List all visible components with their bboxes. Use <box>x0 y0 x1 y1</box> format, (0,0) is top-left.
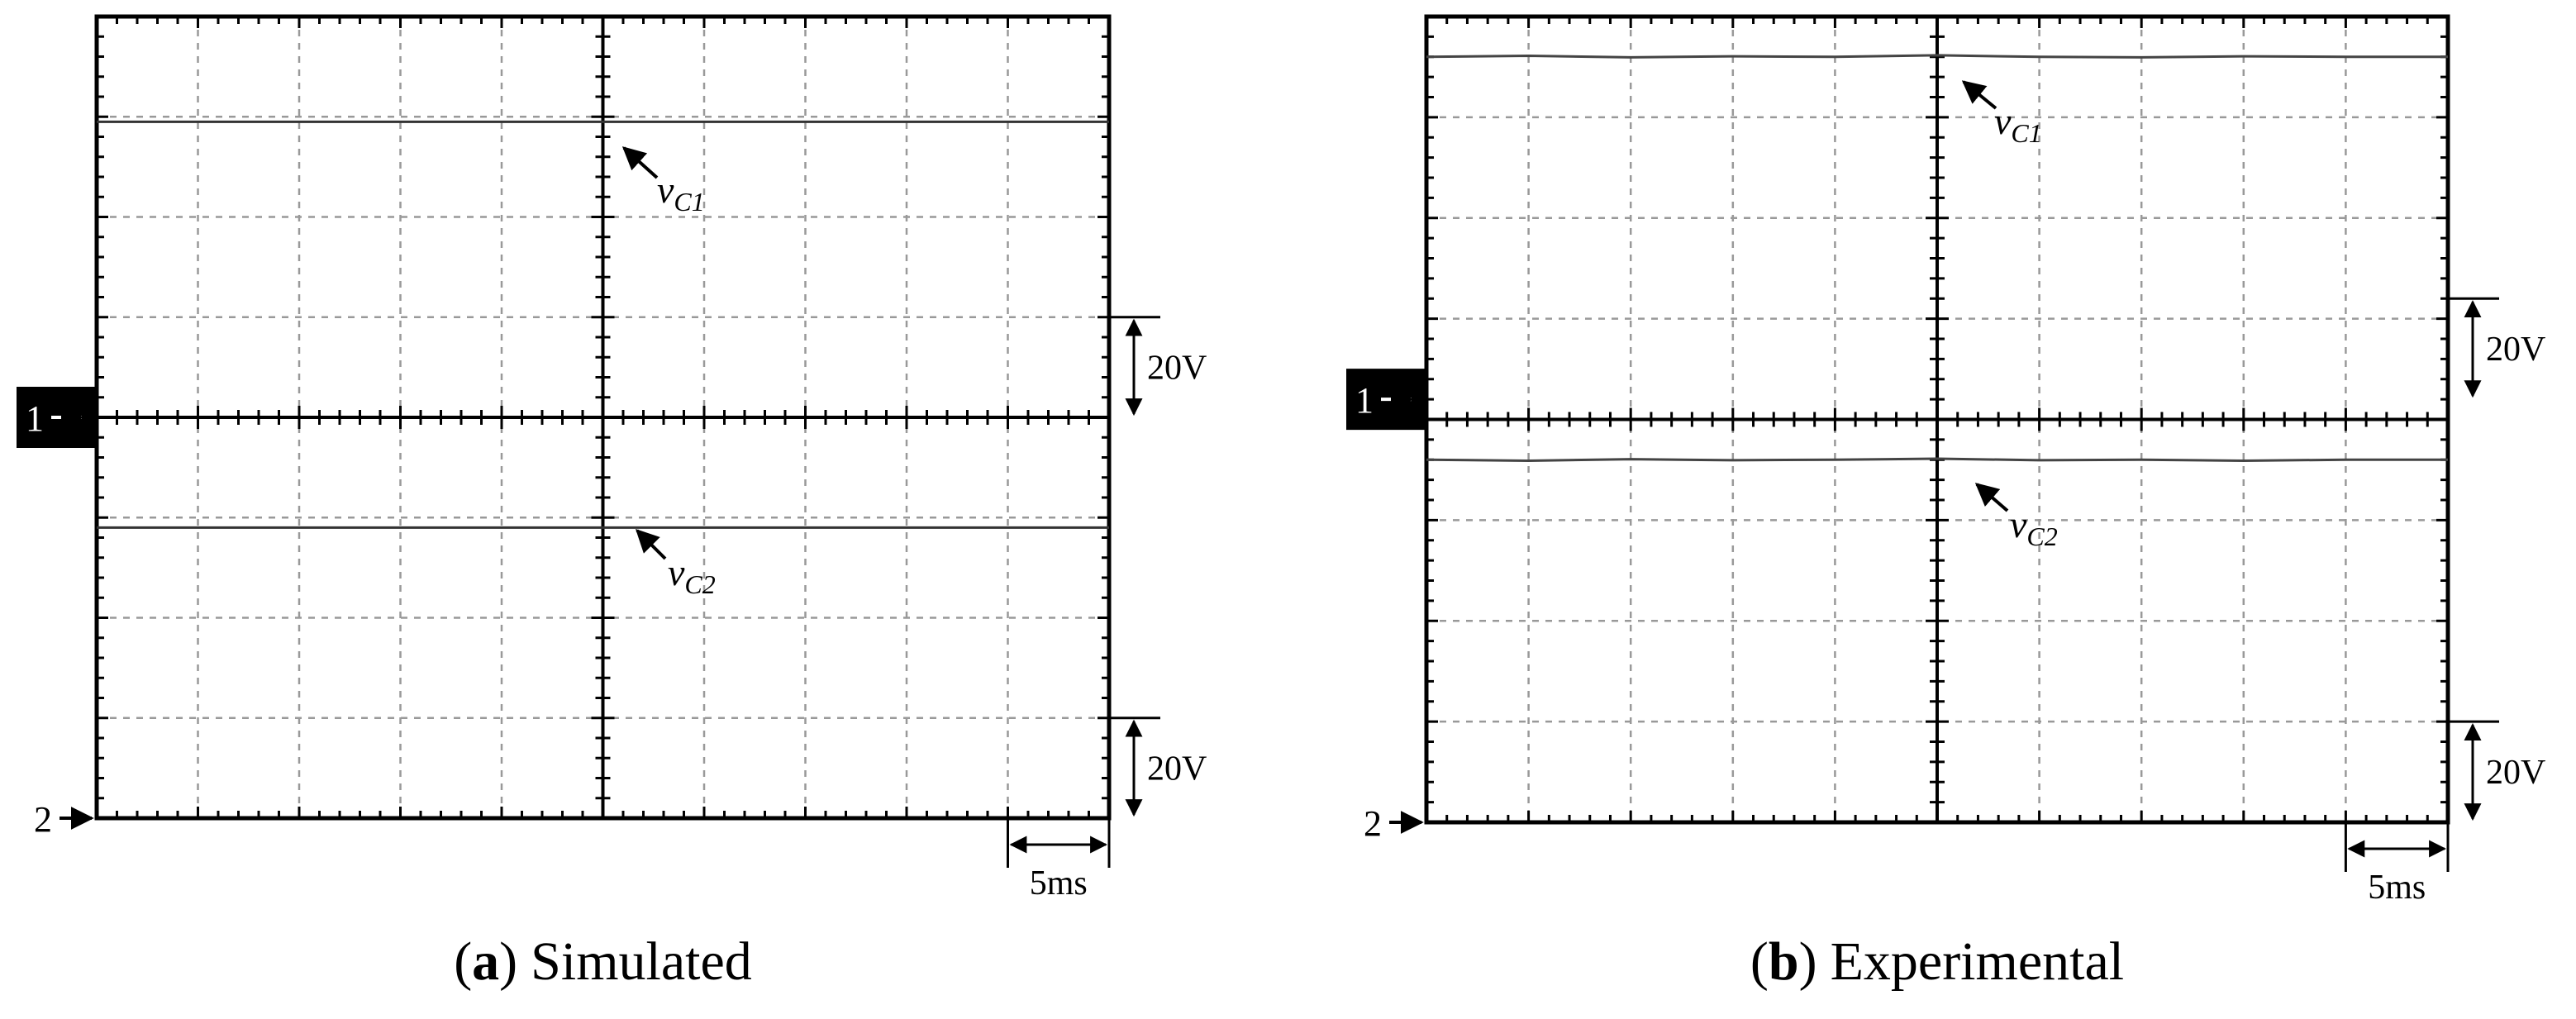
annotation-arrow <box>1961 80 1997 110</box>
plot-frame <box>1424 14 2450 825</box>
scale-label: 5ms <box>1030 864 1088 902</box>
scale-label: 20V <box>2486 331 2545 369</box>
scale-label: 20V <box>1147 349 1207 387</box>
annotation-main: v <box>657 169 674 211</box>
annotation-main: v <box>668 551 685 593</box>
caption-label: b <box>1769 931 1799 992</box>
channel-marker-label: 1 <box>1355 380 1374 421</box>
caption-label: a <box>472 931 499 992</box>
channel-marker-label: 2 <box>1364 803 1382 844</box>
scale-label: 20V <box>1147 750 1207 788</box>
trace <box>1426 54 2448 59</box>
channel-marker-label: 1 <box>26 398 44 439</box>
caption-paren: ) <box>1799 931 1817 992</box>
plot-frame <box>94 14 1112 821</box>
annotation-arrow <box>636 529 667 560</box>
caption: (b) Experimental <box>1750 931 2124 992</box>
scale-label: 20V <box>2486 754 2545 792</box>
annotation-sub: C1 <box>674 187 704 217</box>
annotation: vC2 <box>2010 503 2058 551</box>
caption-paren: ( <box>1750 931 1769 992</box>
annotation-sub: C2 <box>684 569 715 599</box>
caption: (a) Simulated <box>454 931 752 992</box>
annotation-arrow <box>621 146 659 179</box>
scale-label: 5ms <box>2368 869 2426 907</box>
annotation-sub: C2 <box>2026 521 2057 551</box>
annotation-arrow <box>1974 483 2009 512</box>
annotation: vC1 <box>1994 100 2042 148</box>
caption-paren: ) <box>499 931 517 992</box>
annotation-main: v <box>1994 100 2012 142</box>
trace <box>1426 457 2448 462</box>
annotation: vC2 <box>668 551 716 599</box>
annotation-sub: C1 <box>2011 118 2041 148</box>
annotation-main: v <box>2010 503 2027 545</box>
annotation: vC1 <box>657 169 705 217</box>
caption-paren: ( <box>454 931 472 992</box>
channel-marker-label: 2 <box>34 799 52 840</box>
caption-text: Simulated <box>531 931 752 992</box>
caption-text: Experimental <box>1831 931 2125 992</box>
